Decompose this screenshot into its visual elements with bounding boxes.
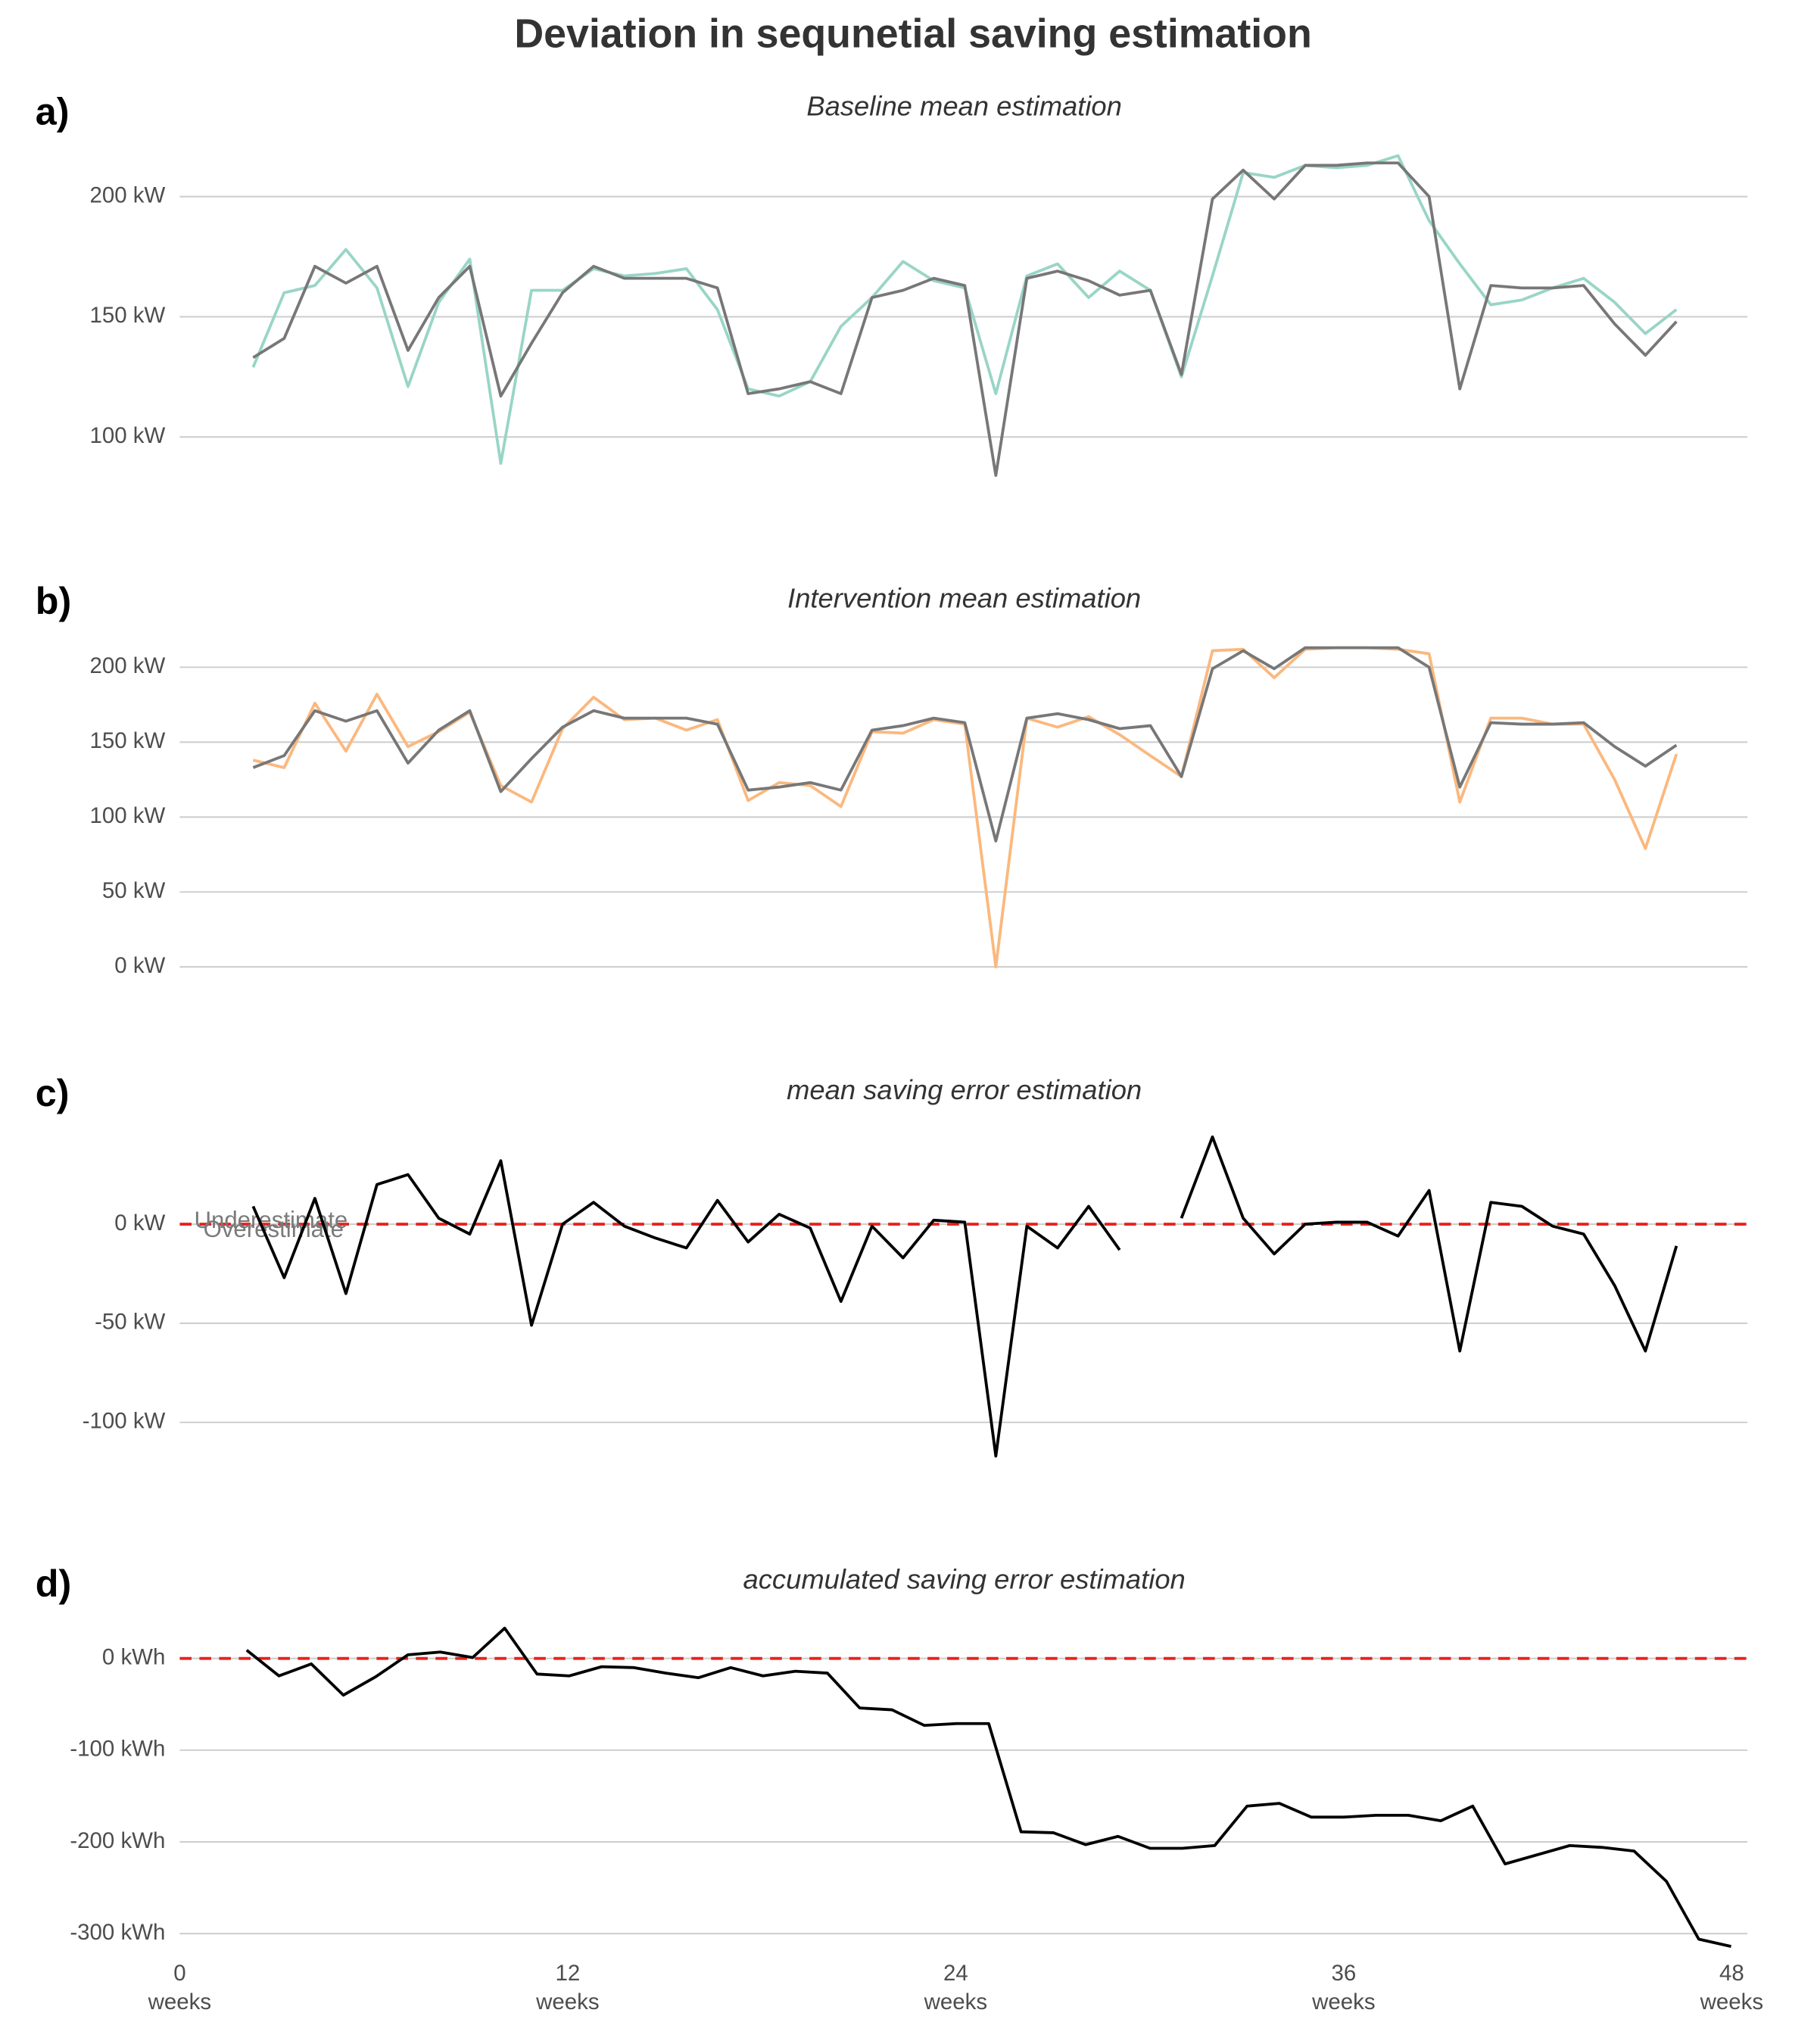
data-line [252, 161, 1678, 477]
x-tick-unit: weeks [1700, 1989, 1763, 2014]
panel-title: accumulated saving error estimation [743, 1564, 1185, 1595]
x-tick-value: 48 [1719, 1961, 1744, 1986]
panel-label: d) [36, 1563, 71, 1605]
x-tick-unit: weeks [1311, 1989, 1375, 2014]
panel-label: c) [36, 1072, 70, 1114]
data-line [251, 1135, 1678, 1458]
x-tick-value: 0 [173, 1961, 185, 1986]
y-tick-label: 150 kW [90, 303, 166, 328]
x-tick-unit: weeks [924, 1989, 987, 2014]
y-tick-label: 100 kW [90, 803, 166, 828]
y-tick-label: -100 kWh [70, 1737, 165, 1762]
x-tick-unit: weeks [535, 1989, 599, 2014]
x-tick-value: 36 [1331, 1961, 1356, 1986]
y-tick-label: 0 kWh [102, 1644, 165, 1669]
x-tick-label: 24 weeks [924, 1961, 987, 2014]
x-tick-label: 0 weeks [148, 1961, 211, 2014]
y-tick-label: -50 kW [95, 1310, 165, 1335]
y-tick-label: -100 kW [83, 1409, 166, 1434]
y-tick-label: 200 kW [90, 653, 166, 678]
figure-title: Deviation in sequnetial saving estimatio… [514, 11, 1311, 56]
panel-title: Baseline mean estimation [806, 91, 1122, 122]
y-tick-label: 50 kW [102, 878, 166, 903]
x-tick-value: 24 [943, 1961, 968, 1986]
panel-title: mean saving error estimation [787, 1074, 1142, 1105]
y-tick-label: -300 kWh [70, 1920, 165, 1945]
y-tick-label: 100 kW [90, 423, 166, 448]
panel-title: Intervention mean estimation [787, 582, 1141, 613]
panel-label: b) [36, 580, 71, 622]
y-tick-label: 200 kW [90, 182, 166, 207]
x-tick-unit: weeks [148, 1989, 211, 2014]
y-tick-label: -200 kWh [70, 1828, 165, 1853]
x-tick-label: 12 weeks [535, 1961, 599, 2014]
panel-label: a) [36, 91, 70, 133]
y-tick-label: 150 kW [90, 728, 166, 753]
x-tick-label: 48 weeks [1700, 1961, 1763, 2014]
annotation: Overestimate [204, 1216, 344, 1242]
x-tick-value: 12 [556, 1961, 581, 1986]
data-line [245, 1626, 1731, 1949]
x-tick-label: 36 weeks [1311, 1961, 1375, 2014]
data-line [252, 646, 1678, 843]
y-tick-label: 0 kW [114, 953, 165, 978]
y-tick-label: 0 kW [114, 1211, 165, 1235]
